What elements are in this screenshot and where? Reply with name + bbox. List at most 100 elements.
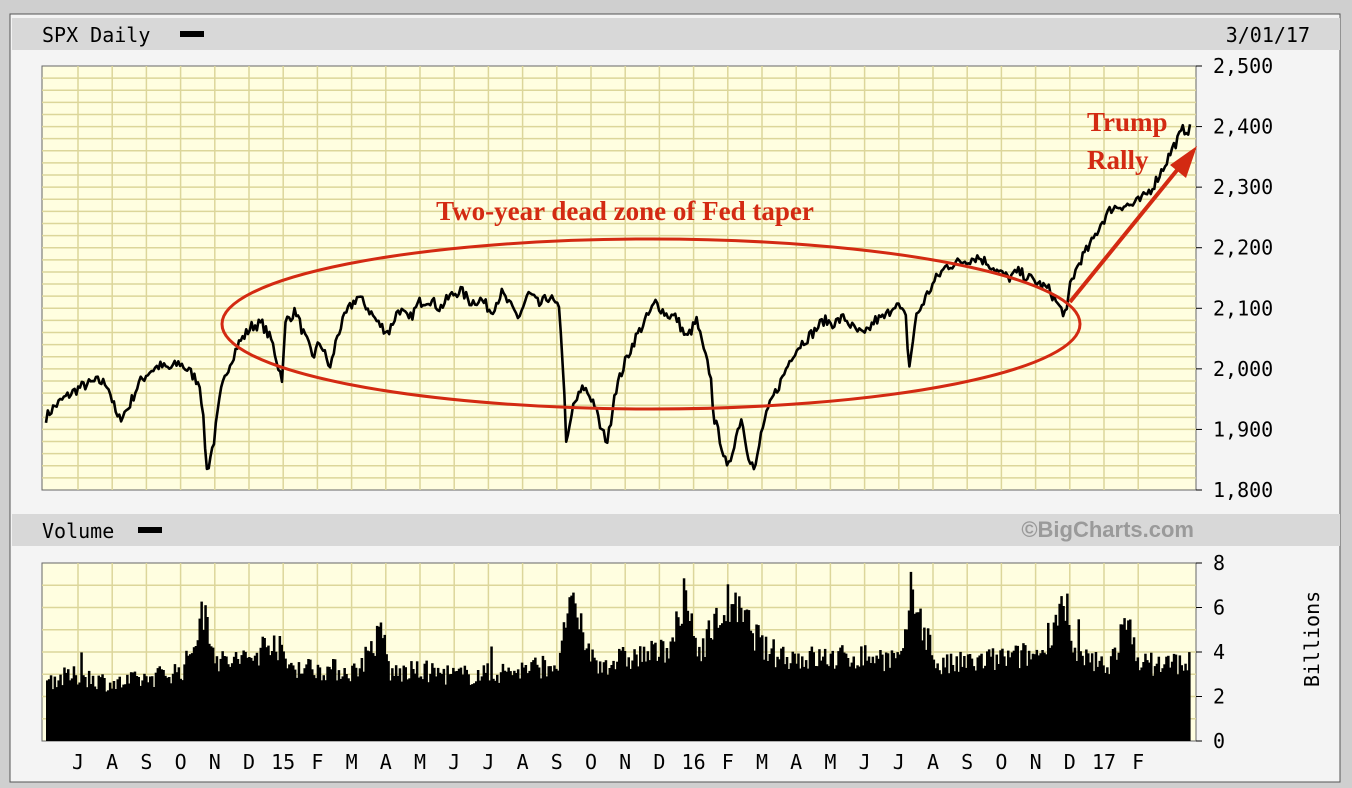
volume-bar xyxy=(486,663,489,741)
volume-bar xyxy=(1062,606,1065,741)
volume-bar xyxy=(274,651,278,741)
volume-bar xyxy=(555,668,558,741)
volume-bar xyxy=(1003,656,1006,741)
volume-bar xyxy=(469,684,472,741)
volume-bar xyxy=(377,626,381,741)
volume-bar xyxy=(589,661,592,741)
volume-bar xyxy=(131,672,135,741)
volume-bar xyxy=(166,677,169,741)
volume-bar xyxy=(475,681,478,741)
volume-bar xyxy=(1073,647,1077,741)
volume-bar xyxy=(1001,648,1004,741)
volume-bar xyxy=(921,640,924,741)
volume-bar xyxy=(1115,659,1119,741)
volume-bar xyxy=(557,670,560,741)
volume-bar xyxy=(246,657,249,741)
volume-bar xyxy=(87,670,91,741)
volume-bar xyxy=(955,656,959,741)
volume-bar xyxy=(1041,650,1044,741)
volume-bar xyxy=(261,636,265,741)
volume-bar xyxy=(1113,647,1117,741)
volume-bar xyxy=(320,680,324,741)
volume-bar xyxy=(223,656,226,741)
volume-bar xyxy=(156,668,160,741)
volume-bar xyxy=(583,650,587,741)
volume-bar xyxy=(446,665,449,741)
volume-bar xyxy=(1125,629,1128,741)
volume-bar xyxy=(103,678,106,741)
x-tick-label: F xyxy=(1132,750,1144,774)
volume-bar xyxy=(864,645,867,741)
volume-bar xyxy=(78,682,81,741)
volume-bar xyxy=(814,666,817,741)
volume-bar xyxy=(883,671,886,741)
volume-y-tick-label: 0 xyxy=(1213,729,1225,753)
volume-bar xyxy=(1050,645,1054,741)
volume-bar xyxy=(1138,670,1142,741)
volume-bar xyxy=(414,673,417,741)
volume-bar xyxy=(1098,660,1102,741)
volume-bar xyxy=(135,676,139,741)
volume-y-tick-label: 6 xyxy=(1213,596,1225,620)
volume-bars xyxy=(46,571,1191,741)
volume-bar xyxy=(1136,657,1140,741)
volume-bar xyxy=(295,677,299,741)
x-tick-label: 17 xyxy=(1092,750,1116,774)
volume-bar xyxy=(1007,650,1010,741)
trump-annotation-line1: Trump xyxy=(1087,107,1168,137)
volume-bar xyxy=(353,663,356,741)
volume-bar xyxy=(1186,670,1189,741)
volume-bar xyxy=(690,613,694,741)
volume-bar xyxy=(385,654,388,741)
volume-bar xyxy=(454,671,457,741)
volume-bar xyxy=(244,651,247,741)
volume-bar xyxy=(431,663,434,741)
volume-bar xyxy=(1035,649,1039,741)
volume-bar xyxy=(1167,655,1170,741)
volume-bar xyxy=(1094,652,1098,741)
volume-bar xyxy=(187,655,190,741)
volume-bar xyxy=(976,657,980,741)
volume-bar xyxy=(898,654,901,741)
volume-bar xyxy=(581,632,585,741)
volume-bar xyxy=(881,654,884,741)
volume-bar xyxy=(463,665,467,741)
volume-bar xyxy=(610,665,613,741)
volume-bar xyxy=(99,677,102,741)
volume-bar xyxy=(271,651,274,741)
volume-bar xyxy=(852,656,856,741)
volume-bar xyxy=(679,625,682,741)
volume-bar xyxy=(902,648,905,741)
volume-bar xyxy=(364,646,367,741)
x-tick-label: S xyxy=(140,750,152,774)
volume-bar xyxy=(1008,657,1012,741)
volume-bar xyxy=(536,664,539,741)
volume-bar xyxy=(478,680,482,741)
trump-rally-arrow-line xyxy=(1068,162,1184,304)
volume-bar xyxy=(629,668,632,741)
volume-bar xyxy=(1083,665,1086,741)
volume-bar xyxy=(930,655,934,741)
volume-bar xyxy=(145,676,148,741)
volume-bar xyxy=(795,663,798,741)
volume-bar xyxy=(190,653,194,741)
volume-bar xyxy=(576,617,579,741)
volume-bar xyxy=(728,621,732,741)
volume-bar xyxy=(968,654,972,741)
volume-bar xyxy=(1178,655,1182,741)
volume-bar xyxy=(150,676,154,741)
volume-bar xyxy=(282,651,285,741)
volume-bar xyxy=(278,636,282,741)
volume-bar xyxy=(337,670,341,741)
volume-bar xyxy=(911,589,915,741)
volume-bar xyxy=(972,666,976,741)
volume-bar xyxy=(856,665,859,741)
volume-bar xyxy=(299,673,303,741)
x-tick-label: O xyxy=(585,750,597,774)
x-tick-label: S xyxy=(961,750,973,774)
x-tick-label: F xyxy=(311,750,323,774)
x-tick-label: J xyxy=(859,750,871,774)
volume-bar xyxy=(917,612,920,741)
volume-bar xyxy=(465,669,469,741)
x-tick-label: M xyxy=(824,750,836,774)
